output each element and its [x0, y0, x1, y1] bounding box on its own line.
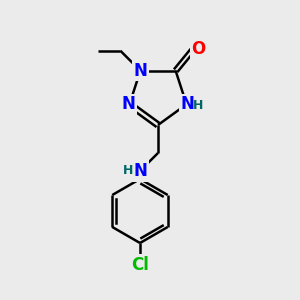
Text: N: N [133, 162, 147, 180]
Text: N: N [181, 95, 194, 113]
Text: N: N [134, 62, 147, 80]
Text: O: O [191, 40, 206, 58]
Text: H: H [193, 99, 204, 112]
Text: Cl: Cl [131, 256, 149, 274]
Text: N: N [122, 95, 135, 113]
Text: H: H [123, 164, 133, 176]
